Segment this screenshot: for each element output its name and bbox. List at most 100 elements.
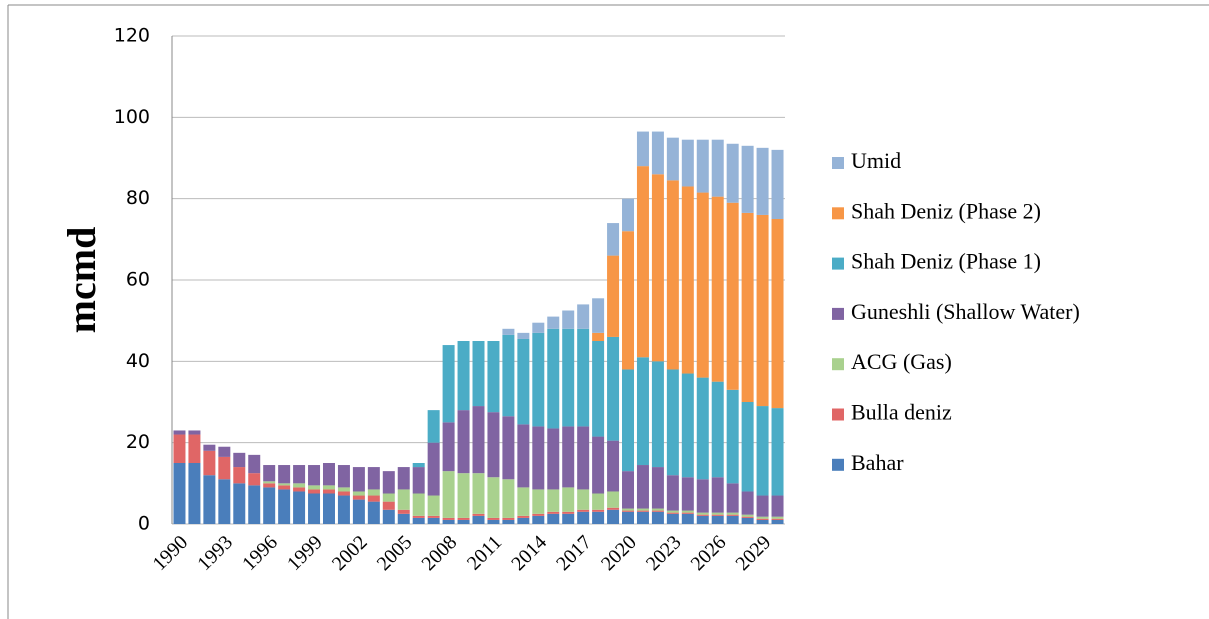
bar-segment	[397, 489, 410, 510]
bar-segment	[532, 322, 545, 333]
bar-segment	[322, 463, 335, 486]
bar-segment	[771, 219, 784, 409]
bar-segment	[263, 465, 276, 482]
bar-segment	[263, 481, 276, 484]
bar-segment	[502, 479, 515, 518]
x-tick-label: 2008	[418, 531, 462, 575]
legend-swatch	[832, 307, 844, 320]
legend-swatch	[832, 458, 844, 471]
bar-segment	[203, 450, 216, 476]
bar-segment	[681, 477, 694, 511]
bar-segment	[337, 487, 350, 492]
bar-segment	[472, 341, 485, 407]
x-tick-label: 2002	[328, 531, 372, 575]
bar-segment	[502, 416, 515, 480]
bar-segment	[322, 489, 335, 494]
bar-segment	[382, 509, 395, 524]
bar-segment	[636, 508, 649, 511]
bar-segment	[517, 515, 530, 518]
bar-segment	[233, 483, 246, 524]
legend-swatch	[832, 157, 844, 169]
bar-segment	[651, 361, 664, 468]
bar-segment	[517, 338, 530, 425]
bar-segment	[711, 381, 724, 478]
bar-segment	[382, 493, 395, 502]
bar-segment	[352, 467, 365, 492]
bar-segment	[188, 434, 201, 463]
x-tick-label: 2005	[373, 531, 417, 575]
bar-segment	[322, 493, 335, 524]
bar-segment	[457, 473, 470, 518]
bar-segment	[681, 139, 694, 187]
bar-segment	[651, 511, 664, 524]
bar-segment	[711, 477, 724, 513]
bar-segment	[622, 471, 635, 509]
bar-segment	[547, 489, 560, 512]
bar-segment	[622, 511, 635, 524]
bar-segment	[562, 328, 575, 427]
bar-segment	[188, 463, 201, 524]
bar-segment	[577, 511, 590, 524]
bar-segment	[636, 166, 649, 358]
bar-segment	[487, 477, 500, 518]
bar-segment	[562, 426, 575, 488]
bar-segment	[472, 515, 485, 524]
bar-segment	[666, 475, 679, 511]
bar-segment	[532, 513, 545, 516]
bar-segment	[412, 515, 425, 518]
bar-segment	[532, 515, 545, 524]
bar-segment	[442, 345, 455, 423]
bar-segment	[696, 512, 709, 515]
bar-segment	[502, 519, 515, 524]
bar-segment	[352, 499, 365, 524]
bar-segment	[248, 485, 261, 524]
x-tick-label: 2029	[732, 531, 776, 575]
legend-swatch	[832, 257, 844, 270]
bar-segment	[592, 341, 605, 437]
x-tick-label: 2023	[642, 531, 686, 575]
bar-segment	[726, 143, 739, 203]
bar-segment	[322, 485, 335, 490]
x-tick-label: 2011	[463, 531, 506, 574]
bar-segment	[681, 373, 694, 478]
bar-segment	[457, 517, 470, 520]
legend-label: Shah Deniz (Phase 2)	[851, 198, 1041, 223]
bar-segment	[651, 174, 664, 362]
bar-segment	[726, 515, 739, 524]
bar-segment	[233, 467, 246, 484]
bar-segment	[502, 517, 515, 520]
bar-segment	[188, 430, 201, 435]
legend-swatch	[832, 358, 844, 371]
y-tick-label: 20	[126, 431, 150, 453]
bar-segment	[367, 489, 380, 496]
bar-segment	[412, 463, 425, 468]
bar-segment	[382, 501, 395, 510]
bar-segment	[756, 518, 769, 520]
bar-segment	[263, 483, 276, 488]
bar-segment	[577, 328, 590, 427]
bar-segment	[607, 507, 620, 510]
bar-segment	[607, 336, 620, 441]
bar-segment	[666, 180, 679, 370]
bar-segment	[711, 512, 724, 515]
bar-segment	[741, 516, 754, 518]
bar-segment	[218, 446, 231, 457]
bar-segment	[233, 452, 246, 468]
bar-segment	[726, 389, 739, 484]
bar-segment	[666, 369, 679, 476]
bar-segment	[472, 473, 485, 514]
bar-segment	[756, 519, 769, 524]
bar-segment	[442, 519, 455, 524]
bar-segment	[592, 509, 605, 512]
bar-segment	[696, 377, 709, 480]
bar-segment	[771, 516, 784, 519]
bar-segment	[382, 471, 395, 494]
bar-segment	[367, 467, 380, 490]
bar-segment	[337, 495, 350, 524]
bar-segment	[412, 467, 425, 494]
x-tick-label: 1996	[238, 531, 282, 575]
bar-segment	[666, 513, 679, 524]
bar-segment	[442, 517, 455, 520]
bar-segment	[173, 430, 186, 435]
bar-segment	[472, 406, 485, 474]
